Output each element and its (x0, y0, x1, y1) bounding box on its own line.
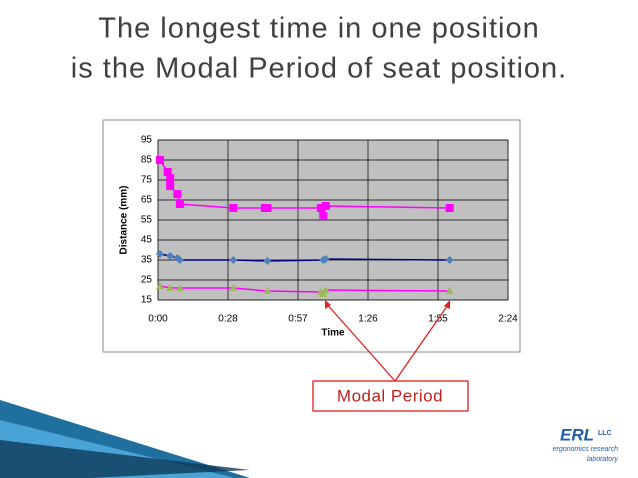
marker (321, 255, 330, 263)
marker (316, 204, 325, 212)
marker (166, 284, 175, 291)
marker (263, 287, 272, 294)
marker (445, 256, 454, 264)
arrow (324, 301, 396, 382)
arrow (394, 301, 451, 382)
logo-main: ERL (560, 425, 594, 444)
marker (229, 256, 238, 264)
marker (175, 256, 184, 264)
x-tick-label: 0:00 (148, 314, 168, 325)
annotation-box (312, 380, 469, 412)
y-tick-label: 35 (141, 255, 153, 266)
title-line: The longest time in one position (98, 13, 539, 45)
y-tick-label: 65 (141, 195, 153, 206)
annotation: Modal Period (337, 386, 443, 405)
y-tick-label: 55 (141, 215, 153, 226)
x-tick-label: 0:57 (288, 314, 308, 325)
x-tick-label: 2:24 (498, 314, 518, 325)
marker (229, 284, 238, 291)
title-line: is the Modal Period of seat position. (71, 53, 567, 85)
y-tick-label: 75 (141, 175, 153, 186)
x-tick-label: 0:28 (218, 314, 238, 325)
marker (263, 257, 272, 265)
marker (445, 287, 454, 294)
y-axis-label: Distance (mm) (119, 186, 130, 255)
y-tick-label: 45 (141, 235, 153, 246)
y-tick-label: 15 (141, 295, 153, 306)
marker (319, 290, 328, 297)
arrow-head (444, 300, 450, 309)
marker (263, 204, 272, 212)
marker (321, 286, 330, 293)
marker (175, 284, 184, 291)
marker (173, 190, 182, 198)
logo-text: laboratory (587, 456, 619, 463)
logo-suffix: LLC (598, 430, 612, 437)
marker (445, 204, 454, 212)
marker (155, 156, 164, 164)
x-tick-label: 1:26 (358, 314, 378, 325)
arrow-head (325, 300, 331, 309)
marker (175, 200, 184, 208)
marker (163, 168, 172, 176)
y-tick-label: 25 (141, 275, 153, 286)
marker (166, 252, 175, 260)
marker (155, 250, 164, 258)
x-axis-label: Time (321, 328, 345, 339)
y-tick-label: 95 (141, 135, 153, 146)
marker (166, 182, 175, 190)
marker (321, 202, 330, 210)
y-tick-label: 85 (141, 155, 153, 166)
marker (155, 282, 164, 289)
marker (229, 204, 238, 212)
logo-text: ergonomics research (553, 446, 618, 453)
swoosh (0, 440, 250, 478)
marker (319, 212, 328, 220)
marker (166, 174, 175, 182)
